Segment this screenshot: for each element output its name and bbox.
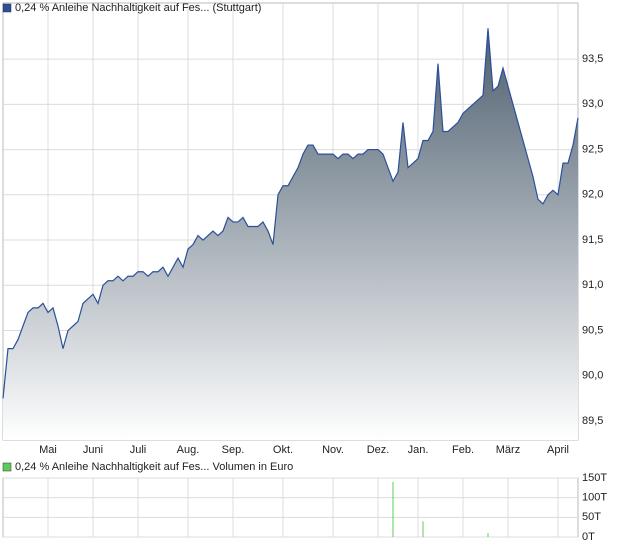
- y-tick-label: 92,5: [582, 143, 603, 155]
- x-tick-label: Okt.: [273, 444, 293, 456]
- y-tick-label: 90,0: [582, 370, 603, 382]
- y-tick-label: 90,5: [582, 324, 603, 336]
- y-tick-label: 93,5: [582, 53, 603, 65]
- y-tick-label: 91,5: [582, 234, 603, 246]
- volume-bar: [422, 521, 424, 537]
- x-tick-label: Sep.: [222, 444, 245, 456]
- x-tick-label: Aug.: [177, 444, 200, 456]
- x-tick-label: April: [547, 444, 569, 456]
- legend-swatch: [2, 3, 12, 13]
- y-tick-label: 50T: [582, 511, 601, 523]
- y-tick-label: 91,0: [582, 279, 603, 291]
- legend-label: 0,24 % Anleihe Nachhaltigkeit auf Fes...…: [15, 2, 261, 14]
- y-tick-label: 92,0: [582, 189, 603, 201]
- x-tick-label: Jan.: [408, 444, 429, 456]
- y-tick-label: 0T: [582, 531, 595, 543]
- x-tick-label: Juli: [130, 444, 147, 456]
- x-tick-label: März: [496, 444, 520, 456]
- x-tick-label: Mai: [39, 444, 57, 456]
- price-line: [2, 28, 579, 399]
- volume-bar: [392, 481, 394, 537]
- x-tick-label: Feb.: [452, 444, 474, 456]
- volume-bar: [487, 533, 489, 537]
- x-tick-label: Dez.: [367, 444, 390, 456]
- x-tick-label: Nov.: [322, 444, 344, 456]
- legend-label: 0,24 % Anleihe Nachhaltigkeit auf Fes...…: [15, 461, 293, 473]
- y-tick-label: 100T: [582, 492, 607, 504]
- y-tick-label: 93,0: [582, 98, 603, 110]
- x-tick-label: Juni: [83, 444, 103, 456]
- legend-swatch: [2, 462, 12, 472]
- y-tick-label: 150T: [582, 472, 607, 484]
- y-tick-label: 89,5: [582, 415, 603, 427]
- price-area: [3, 28, 578, 440]
- plot-frame: [2, 477, 579, 538]
